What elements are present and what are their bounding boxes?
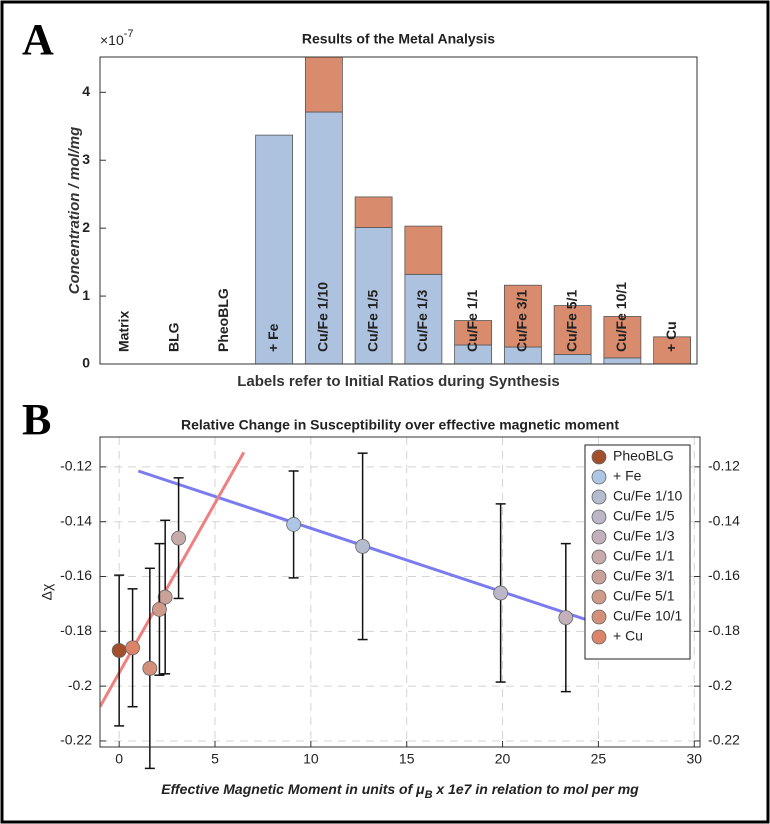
category-label: + Cu <box>663 321 679 352</box>
point <box>157 589 173 605</box>
panel-label: A <box>22 15 54 64</box>
y-tick-label: -0.12 <box>60 458 92 474</box>
y-tick-label: -0.14 <box>60 512 92 528</box>
bar-segment <box>404 225 443 275</box>
y-tick-label: -0.22 <box>60 732 92 748</box>
legend-label: Cu/Fe 1/10 <box>613 488 682 504</box>
point <box>558 610 574 626</box>
category-label: Cu/Fe 1/5 <box>364 290 380 352</box>
category-label: Cu/Fe 1/3 <box>414 290 430 352</box>
bar-segment <box>603 357 642 365</box>
y2-tick-label: -0.14 <box>708 512 740 528</box>
bar-segment <box>553 305 592 355</box>
y2-tick-label: -0.16 <box>708 567 740 583</box>
legend-marker <box>591 489 607 505</box>
y-tick-label: -0.16 <box>60 567 92 583</box>
legend-marker <box>591 549 607 565</box>
category-label: Cu/Fe 1/10 <box>315 282 331 352</box>
legend-label: Cu/Fe 1/3 <box>613 528 675 544</box>
legend-marker <box>591 609 607 625</box>
y-tick-label: -0.18 <box>60 622 92 638</box>
axes-box <box>99 56 698 365</box>
bar-segment <box>653 336 692 365</box>
category-label: + Fe <box>265 323 281 352</box>
category-label: Matrix <box>116 311 132 352</box>
x-tick-label: 10 <box>303 751 319 767</box>
point <box>286 517 302 532</box>
legend-label: Cu/Fe 3/1 <box>613 568 675 584</box>
legend-marker <box>591 629 607 645</box>
y2-tick-label: -0.12 <box>708 458 740 474</box>
category-label: PheoBLG <box>215 288 231 352</box>
y2-tick-label: -0.18 <box>708 622 740 638</box>
y2-tick-label: -0.2 <box>708 677 732 693</box>
bar-segment <box>404 273 443 365</box>
chart-title: Results of the Metal Analysis <box>302 31 495 47</box>
legend-label: Cu/Fe 1/1 <box>613 548 675 564</box>
bar-segment <box>255 134 294 365</box>
legend-label: Cu/Fe 5/1 <box>613 588 675 604</box>
bar-segment <box>354 196 393 228</box>
x-tick-label: 5 <box>211 751 219 767</box>
category-label: Cu/Fe 3/1 <box>514 290 530 352</box>
axis-exponent: ×10-7 <box>100 28 134 48</box>
exponent-base: ×10 <box>100 32 124 48</box>
axes-box <box>99 436 701 748</box>
legend-label: PheoBLG <box>613 448 674 464</box>
point <box>355 538 371 554</box>
x-label-sub: B <box>425 789 433 801</box>
fit-line <box>100 451 246 708</box>
legend-marker <box>591 449 607 465</box>
legend-marker <box>591 589 607 605</box>
point <box>125 640 140 656</box>
chart-title: Relative Change in Susceptibility over e… <box>181 417 619 433</box>
panel-label: B <box>22 395 51 444</box>
y-axis-label: Concentration / mol/mg <box>66 127 83 295</box>
legend-marker <box>591 509 607 525</box>
y-tick-label: 2 <box>82 219 90 235</box>
bar-segment <box>304 111 343 365</box>
x-tick-label: 0 <box>115 751 123 767</box>
y2-tick-label: -0.22 <box>708 732 740 748</box>
bar-segment <box>553 354 592 365</box>
y-tick-label: 0 <box>82 355 90 371</box>
category-label: Cu/Fe 1/1 <box>464 290 480 352</box>
category-label: Cu/Fe 10/1 <box>613 282 629 352</box>
point <box>171 530 186 546</box>
y-tick-label: -0.2 <box>68 677 92 693</box>
y-axis-label: Δχ <box>39 583 55 600</box>
legend-marker <box>591 529 607 545</box>
category-label: BLG <box>165 322 181 352</box>
bar-segment <box>304 56 343 113</box>
legend-label: + Cu <box>613 628 643 644</box>
bar-segment <box>354 227 393 365</box>
point <box>142 660 158 676</box>
y-tick-label: 3 <box>82 151 90 167</box>
point <box>152 602 167 617</box>
bar-segment <box>503 284 542 348</box>
x-label-part: Effective Magnetic Moment in units of μ <box>161 781 425 797</box>
x-axis-label: Labels refer to Initial Ratios during Sy… <box>237 373 560 390</box>
category-label: Cu/Fe 5/1 <box>563 290 579 352</box>
legend-label: + Fe <box>613 468 642 484</box>
y-tick-label: 1 <box>82 287 90 303</box>
x-tick-label: 30 <box>686 751 702 767</box>
legend-label: Cu/Fe 10/1 <box>613 608 682 624</box>
bar-segment <box>603 316 642 359</box>
legend-marker <box>591 469 607 485</box>
legend-marker <box>591 569 607 585</box>
x-label-part: x 1e7 in relation to mol per mg <box>433 781 640 797</box>
x-tick-label: 15 <box>399 751 415 767</box>
x-tick-label: 25 <box>591 751 607 767</box>
point <box>493 585 509 601</box>
legend-label: Cu/Fe 1/5 <box>613 508 675 524</box>
plot-area <box>100 57 697 364</box>
point <box>111 643 127 658</box>
bar-segment <box>454 320 493 346</box>
x-tick-label: 20 <box>495 751 511 767</box>
exponent-power: -7 <box>124 28 134 40</box>
x-axis-label: Effective Magnetic Moment in units of μB… <box>161 781 639 801</box>
y-tick-label: 4 <box>82 83 90 99</box>
